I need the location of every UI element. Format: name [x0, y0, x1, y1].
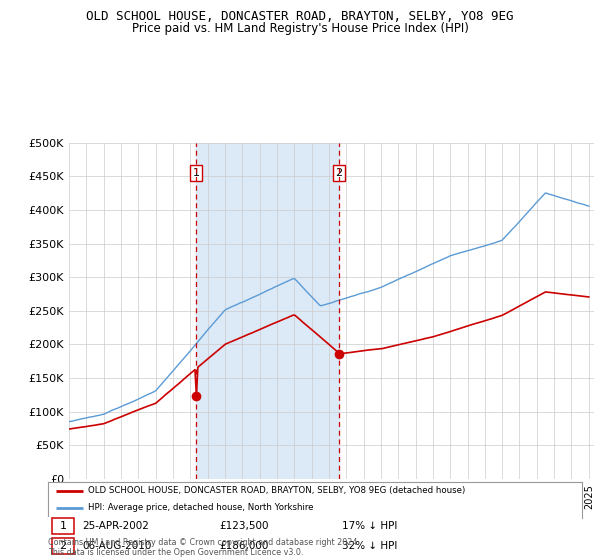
Text: £186,000: £186,000 — [219, 541, 268, 551]
Text: Contains HM Land Registry data © Crown copyright and database right 2024.
This d: Contains HM Land Registry data © Crown c… — [48, 538, 360, 557]
Text: 2: 2 — [335, 168, 343, 178]
Text: 1: 1 — [59, 521, 67, 531]
FancyBboxPatch shape — [52, 518, 74, 534]
Text: 06-AUG-2010: 06-AUG-2010 — [83, 541, 152, 551]
Text: HPI: Average price, detached house, North Yorkshire: HPI: Average price, detached house, Nort… — [88, 503, 314, 512]
Text: 25-APR-2002: 25-APR-2002 — [83, 521, 149, 531]
Text: OLD SCHOOL HOUSE, DONCASTER ROAD, BRAYTON, SELBY, YO8 9EG (detached house): OLD SCHOOL HOUSE, DONCASTER ROAD, BRAYTO… — [88, 486, 466, 495]
Text: 2: 2 — [59, 541, 67, 551]
Text: 32% ↓ HPI: 32% ↓ HPI — [342, 541, 397, 551]
FancyBboxPatch shape — [52, 538, 74, 554]
Text: £123,500: £123,500 — [219, 521, 268, 531]
Text: 17% ↓ HPI: 17% ↓ HPI — [342, 521, 397, 531]
Text: OLD SCHOOL HOUSE, DONCASTER ROAD, BRAYTON, SELBY, YO8 9EG: OLD SCHOOL HOUSE, DONCASTER ROAD, BRAYTO… — [86, 10, 514, 23]
Text: 1: 1 — [193, 168, 199, 178]
Bar — [196, 143, 339, 479]
Text: Price paid vs. HM Land Registry's House Price Index (HPI): Price paid vs. HM Land Registry's House … — [131, 22, 469, 35]
